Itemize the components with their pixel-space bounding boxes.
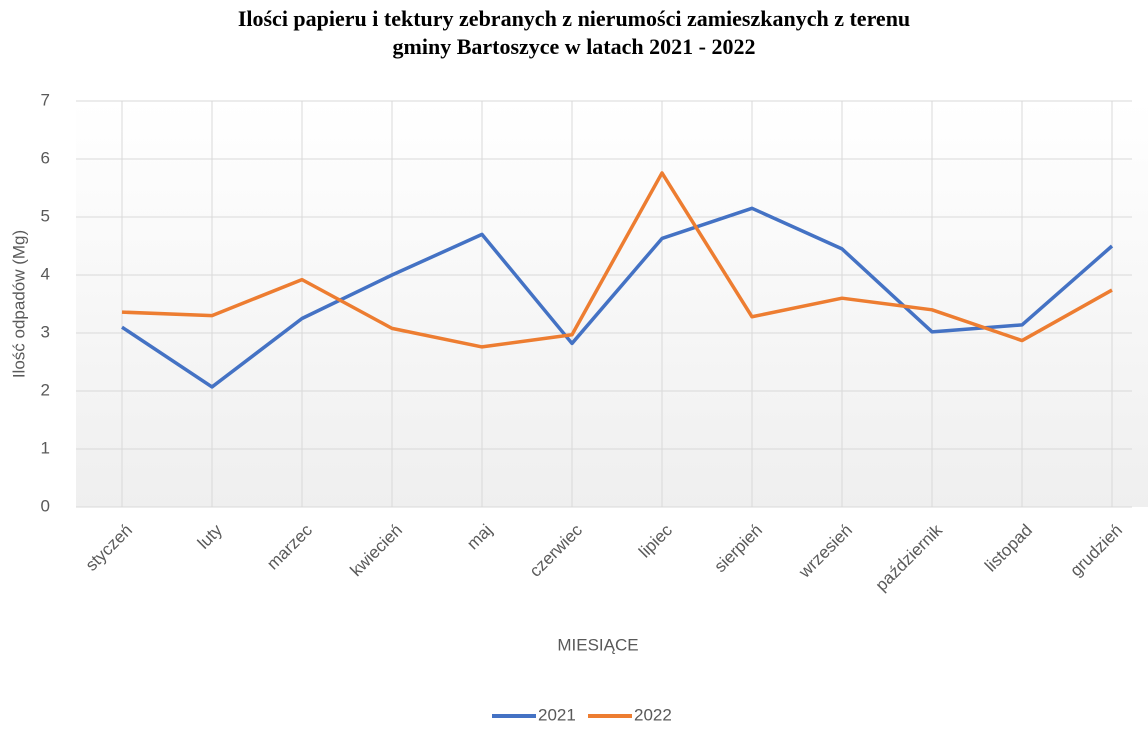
chart-title: Ilości papieru i tektury zebranych z nie… — [238, 6, 910, 31]
x-tick-label: październik — [872, 520, 947, 595]
x-tick-label: styczeń — [82, 521, 136, 575]
chart-title: gminy Bartoszyce w latach 2021 - 2022 — [393, 34, 756, 59]
y-tick-label: 3 — [41, 322, 50, 341]
y-axis-label: Ilość odpadów (Mg) — [9, 230, 28, 378]
x-tick-label: lipiec — [635, 520, 676, 561]
x-tick-label: sierpień — [710, 521, 766, 577]
legend-label: 2021 — [538, 705, 576, 724]
series-line — [121, 206, 1114, 389]
x-tick-label: czerwiec — [526, 520, 587, 581]
series-line — [121, 171, 1113, 349]
y-tick-label: 6 — [41, 148, 50, 167]
y-tick-label: 4 — [41, 264, 50, 283]
legend-label: 2022 — [634, 705, 672, 724]
y-tick-label: 1 — [41, 438, 50, 457]
y-tick-label: 0 — [41, 496, 50, 515]
y-tick-label: 5 — [41, 206, 50, 225]
plot-area — [76, 101, 1148, 507]
x-axis-label: MIESIĄCE — [557, 635, 638, 654]
y-tick-label: 2 — [41, 380, 50, 399]
y-tick-label: 7 — [41, 90, 50, 109]
x-tick-label: maj — [463, 521, 496, 554]
x-tick-label: listopad — [981, 521, 1036, 576]
x-tick-label: luty — [194, 520, 226, 552]
x-tick-label: wrzesień — [794, 521, 856, 583]
x-tick-label: grudzień — [1066, 521, 1126, 581]
x-tick-label: marzec — [263, 520, 316, 573]
x-tick-label: kwiecień — [346, 521, 406, 581]
